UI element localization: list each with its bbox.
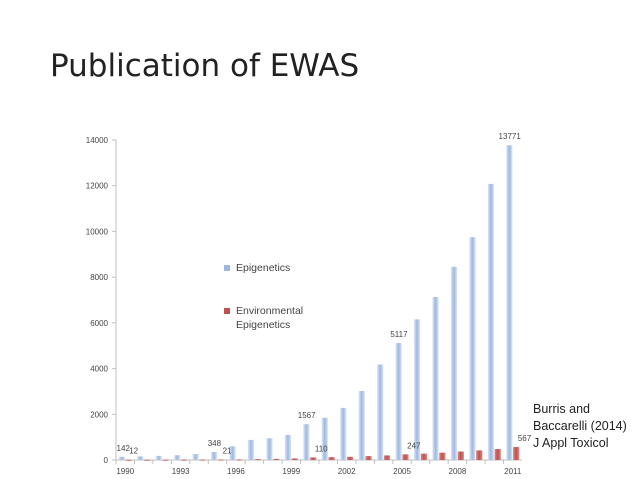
bar-environmental-epigenetics	[420, 453, 427, 460]
bar-environmental-epigenetics	[217, 459, 224, 461]
data-label: 110	[315, 444, 328, 453]
bar-epigenetics	[137, 456, 144, 460]
y-tick-label: 14000	[86, 136, 109, 145]
bar-epigenetics	[284, 434, 292, 460]
data-label: 247	[407, 441, 421, 450]
bar-epigenetics	[321, 417, 328, 460]
bar-environmental-epigenetics	[291, 458, 298, 460]
y-tick-label: 4000	[90, 365, 108, 374]
bar-environmental-epigenetics	[439, 452, 446, 460]
data-label: 142	[117, 444, 131, 453]
y-tick-label: 10000	[86, 227, 109, 236]
bar-environmental-epigenetics	[476, 450, 483, 460]
legend-swatch-epigenetics	[224, 265, 230, 271]
bar-environmental-epigenetics	[162, 459, 169, 461]
bar-epigenetics	[358, 390, 365, 460]
citation-text: Burris and Baccarelli (2014) J Appl Toxi…	[533, 402, 627, 450]
bar-environmental-epigenetics	[402, 454, 409, 460]
data-label: 21	[223, 447, 232, 456]
bar-epigenetics	[395, 343, 402, 460]
bar-epigenetics	[247, 439, 255, 460]
x-tick-label: 2011	[504, 467, 522, 476]
bar-environmental-epigenetics	[328, 457, 335, 460]
x-tick-label: 1993	[172, 467, 190, 476]
x-tick-label: 1990	[116, 467, 134, 476]
bar-epigenetics	[155, 455, 162, 460]
bar-environmental-epigenetics	[254, 459, 261, 461]
legend-swatch-environmental-epigenetics	[224, 308, 230, 314]
data-label: 5117	[390, 330, 408, 339]
bar-epigenetics	[432, 297, 439, 460]
bar-epigenetics	[303, 424, 310, 460]
bar-environmental-epigenetics	[199, 459, 206, 461]
bar-environmental-epigenetics	[457, 451, 464, 460]
data-label: 1567	[298, 411, 316, 420]
legend-label-environmental-epigenetics: Environmental Epigenetics	[236, 305, 303, 331]
bar-epigenetics	[118, 456, 125, 460]
bar-epigenetics	[229, 446, 236, 460]
bar-epigenetics	[506, 145, 513, 460]
bar-epigenetics	[174, 455, 181, 460]
bar-environmental-epigenetics	[310, 457, 317, 460]
y-tick-label: 0	[104, 456, 109, 465]
bar-epigenetics	[377, 364, 384, 460]
bar-epigenetics	[450, 266, 458, 460]
bar-environmental-epigenetics	[236, 459, 243, 461]
bar-epigenetics	[340, 407, 347, 460]
x-tick-label: 1996	[227, 467, 245, 476]
bar-environmental-epigenetics	[346, 456, 354, 460]
bar-epigenetics	[192, 454, 199, 460]
bar-epigenetics	[414, 319, 421, 460]
bar-environmental-epigenetics	[125, 459, 132, 461]
data-label: 567	[518, 434, 532, 443]
bar-epigenetics	[469, 237, 476, 460]
y-tick-label: 2000	[90, 410, 108, 419]
y-tick-label: 8000	[90, 273, 108, 282]
data-label: 12	[129, 447, 138, 456]
slide-title: Publication of EWAS	[50, 48, 360, 84]
data-label: 13771	[499, 132, 522, 141]
bar-environmental-epigenetics	[143, 459, 151, 461]
data-label: 348	[208, 439, 222, 448]
bar-epigenetics	[266, 438, 273, 460]
bar-environmental-epigenetics	[365, 456, 372, 460]
bar-environmental-epigenetics	[180, 459, 188, 461]
bar-environmental-epigenetics	[383, 455, 391, 460]
bar-epigenetics	[487, 183, 495, 460]
x-tick-label: 2005	[393, 467, 411, 476]
x-tick-label: 1999	[282, 467, 300, 476]
x-tick-label: 2008	[449, 467, 467, 476]
legend-label-epigenetics: Epigenetics	[236, 262, 290, 274]
y-tick-label: 12000	[86, 182, 109, 191]
bar-environmental-epigenetics	[513, 447, 520, 460]
x-tick-label: 2002	[338, 467, 356, 476]
y-tick-label: 6000	[90, 319, 108, 328]
bar-epigenetics	[211, 452, 218, 460]
bar-environmental-epigenetics	[273, 458, 280, 460]
bar-environmental-epigenetics	[494, 449, 501, 460]
